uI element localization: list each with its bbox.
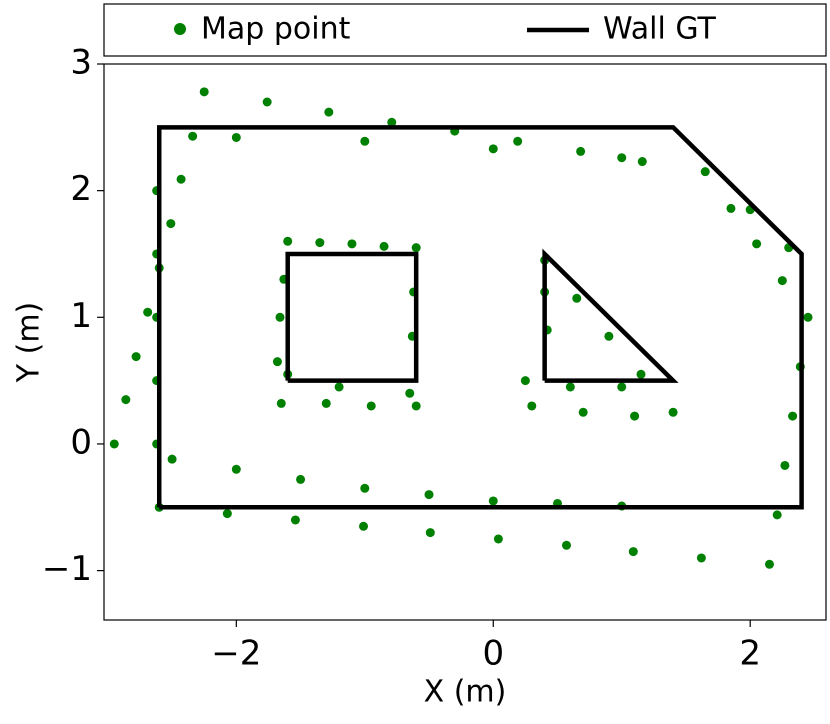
map-point — [803, 312, 813, 322]
map-point — [176, 174, 186, 184]
y-tick-label: 2 — [70, 169, 92, 209]
x-tick-label: 2 — [739, 634, 761, 674]
plot-frame — [103, 63, 827, 621]
map-point — [411, 401, 421, 411]
x-tick-label: −2 — [211, 634, 261, 674]
map-point — [576, 146, 586, 156]
map-point — [578, 407, 588, 417]
y-tick-label: 3 — [70, 43, 92, 83]
map-point — [359, 521, 369, 531]
map-point — [262, 97, 272, 107]
map-point — [321, 398, 331, 408]
map-point — [405, 388, 415, 398]
map-point — [780, 460, 790, 470]
map-point — [222, 509, 232, 519]
map-point — [696, 553, 706, 563]
y-tick-label: 0 — [70, 422, 92, 462]
legend-label: Wall GT — [603, 12, 717, 47]
map-point — [752, 239, 762, 249]
map-point — [637, 157, 647, 167]
map-point — [387, 117, 397, 127]
map-point — [668, 407, 678, 417]
map-point — [188, 131, 198, 141]
wall-line — [156, 125, 804, 510]
map-point — [231, 132, 241, 142]
map-point — [296, 474, 306, 484]
legend-label: Map point — [201, 12, 351, 47]
map-point — [272, 357, 282, 367]
legend-box — [103, 3, 827, 57]
map-point — [276, 398, 286, 408]
map-point — [604, 331, 614, 341]
map-point — [166, 219, 176, 229]
map-point — [167, 454, 177, 464]
scatter-points — [109, 87, 813, 569]
map-point — [131, 352, 141, 362]
map-point — [630, 411, 640, 421]
map-point — [425, 528, 435, 538]
map-point — [788, 411, 798, 421]
map-point — [513, 136, 523, 146]
legend-marker — [174, 23, 186, 35]
map-point — [315, 238, 325, 248]
map-point — [520, 376, 530, 386]
map-point — [493, 534, 503, 544]
map-point — [636, 369, 646, 379]
map-point — [424, 490, 434, 500]
y-axis-label: Y (m) — [12, 302, 47, 384]
x-axis-label: X (m) — [424, 675, 507, 710]
map-point — [360, 483, 370, 493]
map-point — [199, 87, 209, 97]
map-point — [561, 540, 571, 550]
map-point — [275, 312, 285, 322]
map-point — [488, 144, 498, 154]
map-point — [411, 243, 421, 253]
map-point — [347, 239, 357, 249]
map-point — [366, 401, 376, 411]
map-point — [121, 395, 131, 405]
map-point — [726, 203, 736, 213]
map-point — [334, 382, 344, 392]
map-point — [772, 510, 782, 520]
map-point — [360, 136, 370, 146]
map-point — [565, 382, 575, 392]
map-point — [700, 167, 710, 177]
map-point — [572, 293, 582, 303]
map-point — [379, 241, 389, 251]
map-point — [283, 236, 293, 246]
map-point — [777, 276, 787, 286]
map-point — [231, 464, 241, 474]
map-point — [109, 439, 119, 449]
y-tick-label: −1 — [42, 549, 92, 589]
map-point — [764, 559, 774, 569]
map-point — [628, 547, 638, 557]
map-point — [324, 107, 334, 117]
map-point — [617, 153, 627, 163]
y-tick-label: 1 — [70, 296, 92, 336]
x-tick-label: 0 — [482, 634, 504, 674]
map-point — [143, 307, 153, 317]
map-point — [488, 496, 498, 506]
map-point — [617, 382, 627, 392]
map-point — [527, 401, 537, 411]
map-point — [290, 515, 300, 525]
